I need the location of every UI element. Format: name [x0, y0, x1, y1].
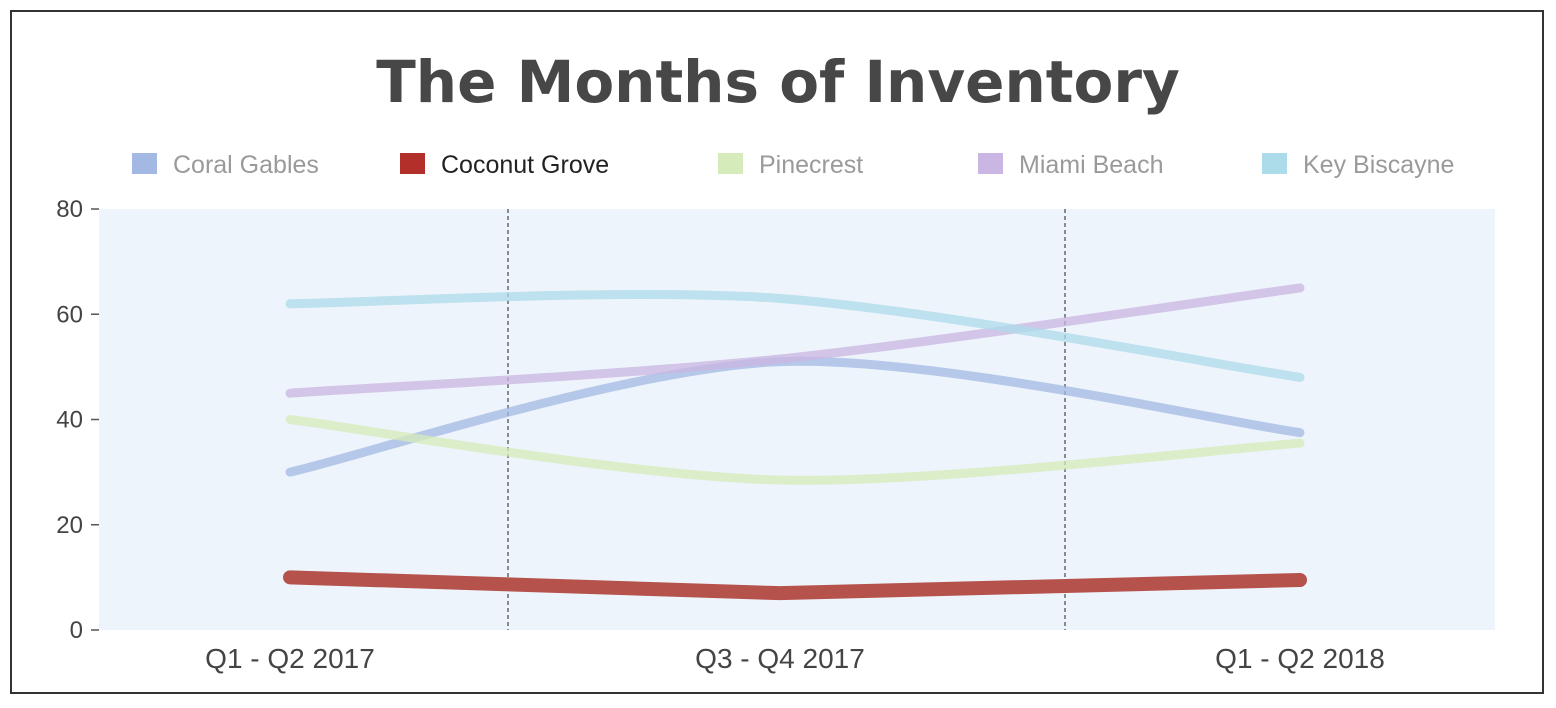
y-tick-label-40: 40 [56, 407, 83, 434]
series-line-coconut-grove [283, 570, 1307, 601]
x-category-label-1: Q1 - Q2 2017 [205, 643, 375, 674]
legend-swatch-key-biscayne [1262, 153, 1287, 174]
legend-swatch-pinecrest [718, 153, 743, 174]
legend: Coral Gables Coconut Grove Pinecrest Miami … [132, 151, 1454, 179]
legend-label-key-biscayne[interactable]: Key Biscayne [1303, 151, 1454, 179]
series-line-pinecrest [285, 415, 1305, 485]
chart-title: The Months of Inventory [376, 48, 1180, 116]
legend-label-coral-gables[interactable]: Coral Gables [173, 151, 319, 179]
category-dividers [507, 209, 1066, 630]
legend-swatch-coconut-grove [400, 153, 425, 174]
y-axis: 0 20 40 60 80 [56, 196, 99, 644]
legend-label-coconut-grove[interactable]: Coconut Grove [441, 151, 609, 179]
legend-label-pinecrest[interactable]: Pinecrest [759, 151, 863, 179]
series-line-key-biscayne [285, 290, 1305, 382]
x-category-label-2: Q3 - Q4 2017 [695, 643, 865, 674]
x-axis: Q1 - Q2 2017 Q3 - Q4 2017 Q1 - Q2 2018 [205, 643, 1385, 674]
y-tick-label-80: 80 [56, 196, 83, 223]
plot-area [99, 209, 1495, 630]
y-tick-label-60: 60 [56, 301, 83, 328]
x-category-label-3: Q1 - Q2 2018 [1215, 643, 1385, 674]
y-tick-label-20: 20 [56, 512, 83, 539]
series-line-miami-beach [285, 283, 1305, 398]
series-lines [283, 283, 1307, 601]
legend-swatch-miami-beach [978, 153, 1003, 174]
y-tick-label-0: 0 [70, 617, 83, 644]
legend-swatch-coral-gables [132, 153, 157, 174]
legend-label-miami-beach[interactable]: Miami Beach [1019, 151, 1164, 179]
